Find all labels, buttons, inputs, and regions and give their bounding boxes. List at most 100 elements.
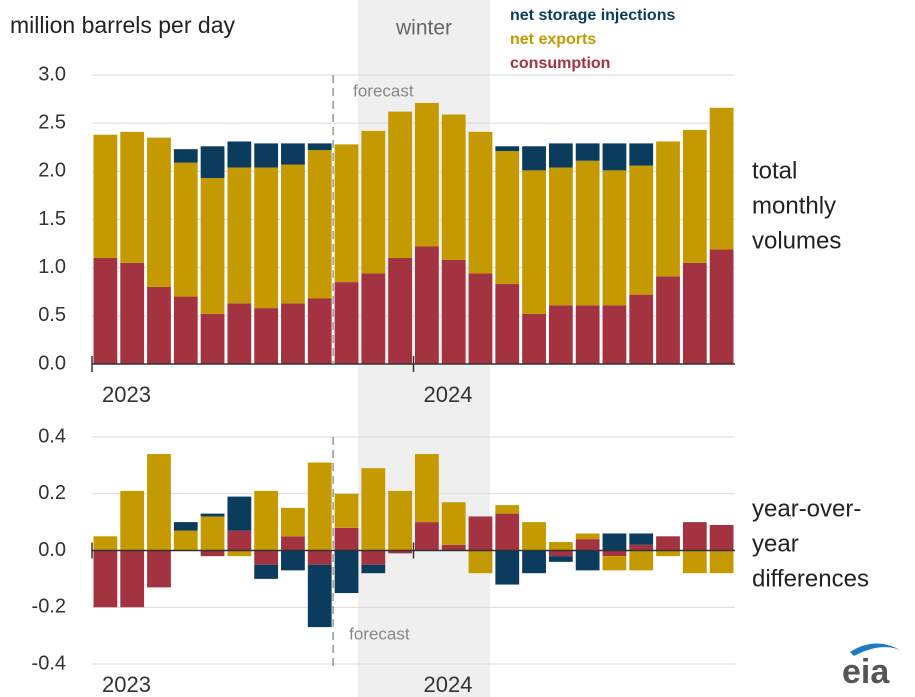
bar [307, 143, 332, 151]
bar [334, 527, 359, 551]
bar [682, 129, 707, 263]
bar [227, 303, 252, 364]
bar [468, 273, 493, 364]
bar [307, 564, 332, 628]
bar [120, 550, 145, 608]
bar [120, 131, 145, 263]
bar [575, 305, 600, 364]
bar [120, 490, 145, 551]
bar [93, 258, 118, 364]
bar [173, 530, 198, 551]
bar [281, 143, 305, 165]
forecast-label: forecast [349, 624, 410, 643]
bar [548, 550, 573, 557]
bar [334, 282, 359, 364]
bar [361, 130, 386, 274]
y-tick-label: 1.5 [38, 208, 66, 230]
panel-annotation: year-over- [752, 495, 861, 522]
bar [415, 454, 439, 523]
bar [548, 541, 573, 551]
bar [200, 516, 225, 551]
y-tick-label: -0.4 [32, 652, 66, 674]
bar [388, 550, 412, 554]
bar [254, 564, 279, 579]
bar [575, 143, 600, 161]
bar [629, 294, 654, 364]
panel-annotation: volumes [752, 227, 841, 254]
bar [602, 143, 627, 171]
bar [93, 550, 118, 608]
panel-annotation: total [752, 157, 797, 184]
bar [415, 246, 439, 364]
bar [495, 151, 520, 285]
bar [682, 262, 707, 364]
bar [307, 462, 332, 551]
bar [147, 454, 171, 551]
bar [468, 550, 493, 574]
bar [361, 468, 386, 551]
bar [495, 513, 520, 551]
y-tick-label: 1.0 [38, 256, 66, 278]
bar [441, 259, 466, 364]
bar [200, 146, 225, 179]
bar [656, 141, 680, 277]
bar [575, 533, 600, 540]
y-tick-label: 0.0 [38, 352, 66, 374]
panel-annotation: year [752, 530, 799, 557]
bar [602, 550, 627, 557]
bar [415, 102, 439, 247]
bar [254, 308, 279, 364]
panel-annotation: differences [752, 565, 869, 592]
bar [254, 143, 279, 168]
eia-logo: eia [842, 643, 900, 691]
legend-entry: net exports [510, 31, 596, 48]
bar [227, 530, 252, 551]
bar [441, 502, 466, 545]
bar [441, 544, 466, 551]
bar [254, 490, 279, 551]
bar [682, 550, 707, 574]
bar [522, 522, 546, 551]
bar [147, 286, 171, 364]
bar [495, 550, 520, 585]
bar [548, 143, 573, 168]
bar [281, 550, 305, 571]
logo-swoosh [850, 643, 900, 656]
bar [307, 150, 332, 299]
panel-annotation: monthly [752, 192, 836, 219]
x-tick-label: 2023 [102, 382, 151, 407]
bar [227, 167, 252, 304]
bar [522, 146, 546, 171]
bar [281, 507, 305, 537]
bar [415, 522, 439, 551]
bar [629, 550, 654, 571]
bar [173, 149, 198, 163]
bar [575, 539, 600, 551]
bar [656, 276, 680, 364]
bar [281, 303, 305, 364]
bar [709, 107, 734, 250]
y-tick-label: 2.5 [38, 111, 66, 133]
bar [93, 134, 118, 259]
bar [468, 131, 493, 274]
bar [629, 544, 654, 551]
bar [173, 522, 198, 531]
bar [227, 141, 252, 168]
bar [709, 249, 734, 364]
y-tick-label: 2.0 [38, 160, 66, 182]
bar [173, 162, 198, 297]
bar [495, 146, 520, 152]
logo-text: eia [842, 653, 890, 691]
bar [575, 550, 600, 571]
legend-entry: net storage injections [510, 7, 675, 24]
bar [468, 516, 493, 551]
y-tick-label: 0.4 [38, 425, 66, 447]
y-tick-label: 0.0 [38, 539, 66, 561]
bar [656, 550, 680, 557]
bar [602, 305, 627, 364]
bar [361, 273, 386, 364]
bar [200, 178, 225, 314]
bar [227, 496, 252, 531]
bar [548, 556, 573, 562]
